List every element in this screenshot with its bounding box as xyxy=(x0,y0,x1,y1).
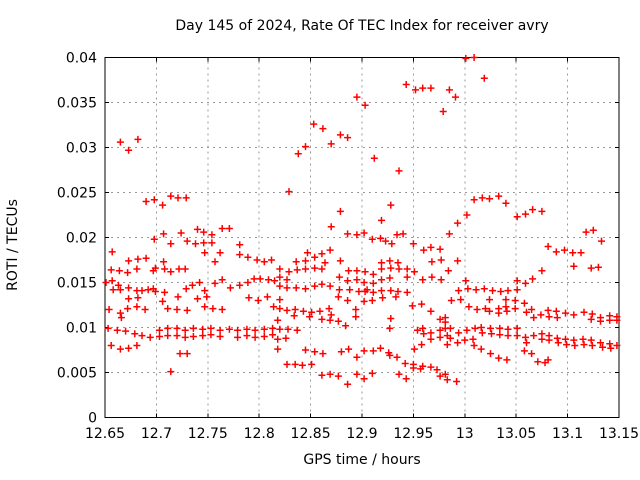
y-tick-label: 0.035 xyxy=(57,96,97,112)
x-tick-label: 12.9 xyxy=(346,426,377,442)
y-tick-label: 0 xyxy=(88,411,97,427)
x-tick-label: 12.95 xyxy=(393,426,433,442)
y-tick-label: 0.015 xyxy=(57,276,97,292)
x-axis-label: GPS time / hours xyxy=(303,452,420,468)
x-tick-label: 13.1 xyxy=(552,426,583,442)
x-tick-label: 12.85 xyxy=(291,426,331,442)
x-tick-label: 12.8 xyxy=(244,426,275,442)
y-tick-label: 0.01 xyxy=(66,321,97,337)
x-tick-label: 12.75 xyxy=(188,426,228,442)
scatter-markers xyxy=(102,54,621,388)
data-points xyxy=(102,54,621,388)
x-tick-label: 13 xyxy=(456,426,474,442)
axis-ticks xyxy=(104,57,620,418)
y-tick-label: 0.04 xyxy=(66,51,97,67)
y-tick-label: 0.02 xyxy=(66,231,97,247)
x-tick-label: 13.05 xyxy=(496,426,536,442)
grid-lines xyxy=(105,57,619,418)
x-tick-label: 13.15 xyxy=(599,426,639,442)
x-tick-label: 12.65 xyxy=(85,426,125,442)
y-tick-label: 0.025 xyxy=(57,186,97,202)
tick-labels: 12.65 12.7 12.75 12.8 12.85 12.9 12.95 13 13.05 1… xyxy=(57,51,639,443)
y-axis-label: ROTI / TECUs xyxy=(5,199,21,291)
y-tick-label: 0.005 xyxy=(57,366,97,382)
y-tick-label: 0.03 xyxy=(66,141,97,157)
chart-title: Day 145 of 2024, Rate Of TEC Index for r… xyxy=(175,18,548,34)
x-tick-label: 12.7 xyxy=(141,426,172,442)
